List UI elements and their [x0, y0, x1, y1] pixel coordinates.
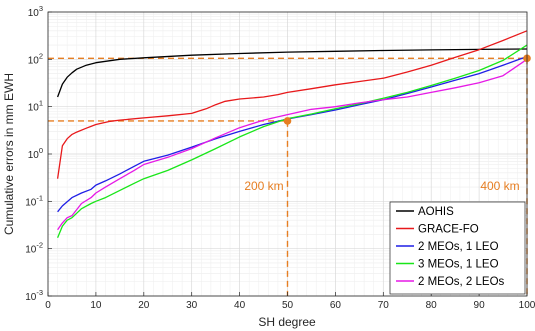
marker-point — [283, 117, 292, 125]
y-tick-label: 10-2 — [25, 241, 43, 256]
ticks — [47, 11, 528, 297]
series-lines — [56, 30, 528, 239]
x-tick-label: 30 — [186, 300, 198, 311]
x-tick-label: 20 — [138, 300, 150, 311]
x-tick-label: 90 — [474, 300, 486, 311]
legend-label: 2 MEOs, 2 LEOs — [418, 276, 505, 288]
y-tick-label: 101 — [28, 99, 43, 114]
series-line-grace-fo — [56, 30, 528, 179]
annotation-400km: 400 km — [480, 179, 519, 193]
y-tick-label: 10-3 — [25, 288, 43, 303]
series-line-aohis — [56, 48, 528, 98]
y-tick-label: 102 — [28, 51, 43, 66]
series-line-2-meos-2-leos — [57, 58, 528, 231]
x-tick-label: 70 — [378, 300, 390, 311]
legend-label: 2 MEOs, 1 LEO — [418, 241, 499, 253]
annotation-200km: 200 km — [244, 179, 283, 193]
x-axis-label: SH degree — [258, 315, 316, 329]
x-tick-label: 80 — [426, 300, 438, 311]
reference-lines — [48, 57, 528, 296]
y-tick-label: 103 — [28, 4, 43, 19]
x-tick-label: 60 — [330, 300, 342, 311]
series-line-2-meos-1-leo — [57, 55, 528, 213]
legend: AOHIS GRACE-FO 2 MEOs, 1 LEO 3 MEOs, 1 LEO 2… — [389, 201, 526, 295]
x-tick-label: 50 — [282, 300, 294, 311]
legend-box — [389, 201, 526, 295]
y-tick-label: 10-1 — [25, 193, 43, 208]
x-tick-label: 0 — [45, 300, 51, 311]
x-tick-label: 10 — [90, 300, 102, 311]
series-line-3-meos-1-leo — [56, 44, 528, 239]
y-tick-label: 100 — [28, 146, 43, 161]
x-tick-label: 40 — [234, 300, 246, 311]
y-axis-label: Cumulative errors in mm EWH — [2, 73, 16, 235]
y-tick-labels: 10-3 10-2 10-1 100 101 102 103 — [25, 4, 43, 303]
legend-label: GRACE-FO — [418, 224, 479, 236]
legend-label: 3 MEOs, 1 LEO — [418, 259, 499, 271]
x-tick-labels: 0 10 20 30 40 50 60 70 80 90 100 — [45, 300, 535, 311]
legend-label: AOHIS — [418, 206, 454, 218]
x-tick-label: 100 — [519, 300, 535, 311]
